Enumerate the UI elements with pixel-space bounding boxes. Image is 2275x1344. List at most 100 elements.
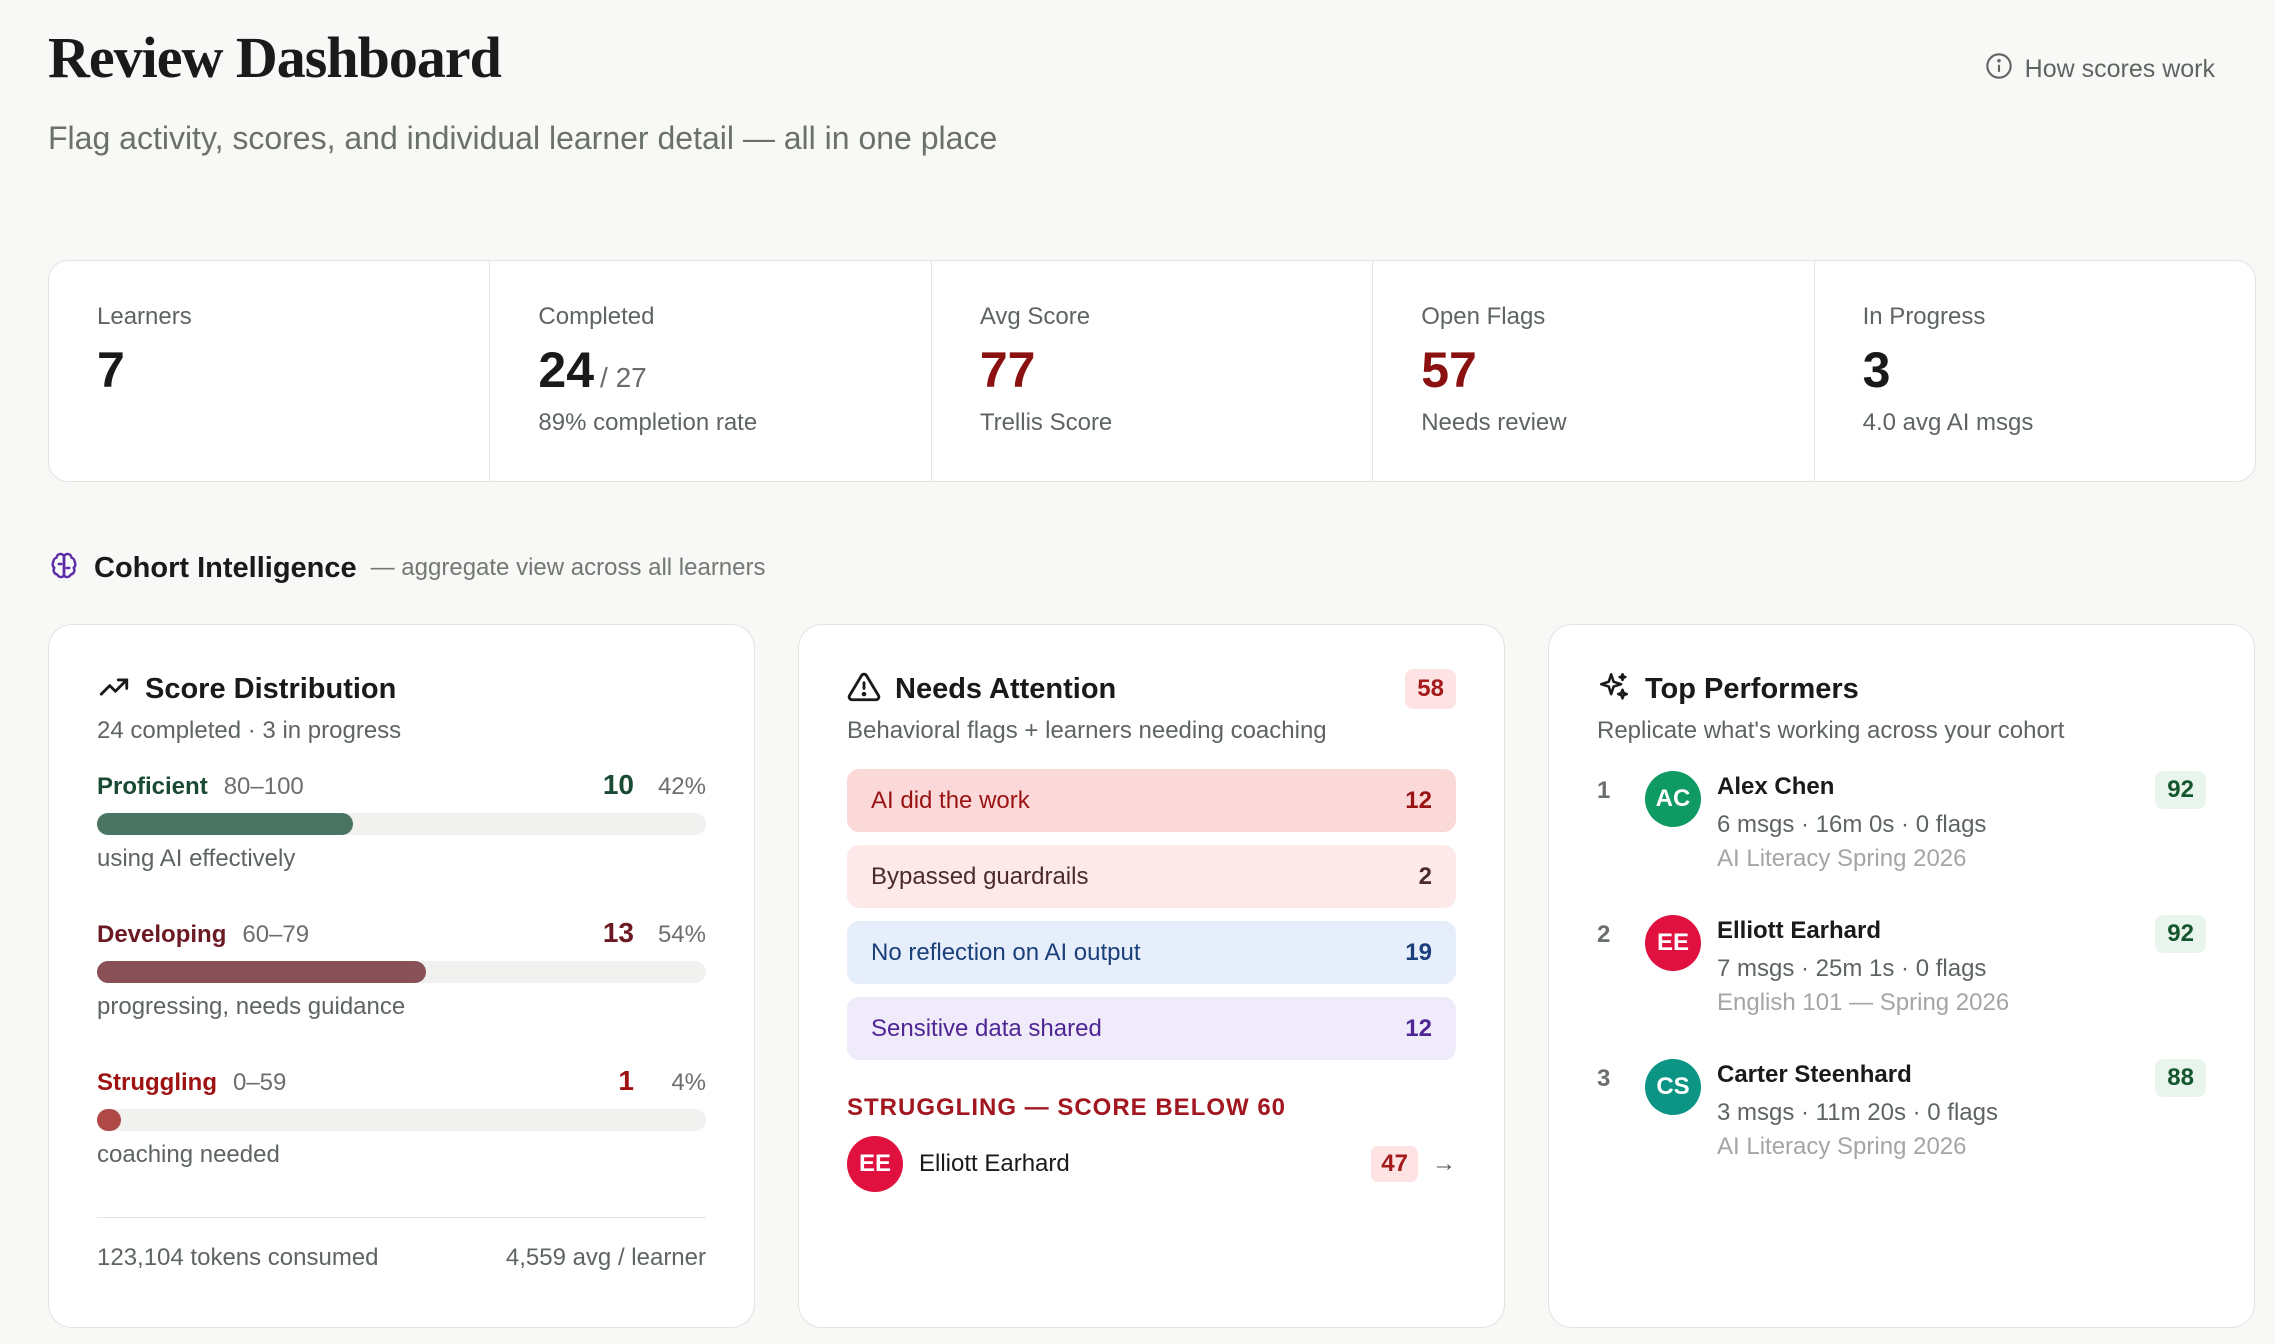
stat-avg-score: Avg Score 77 Trellis Score	[930, 261, 1372, 481]
info-circle-icon	[1985, 52, 2013, 87]
distribution-list: Proficient 80–100 10 42% using AI effect…	[97, 769, 706, 1213]
stat-sub: 4.0 avg AI msgs	[1862, 409, 2034, 436]
performer-rank: 3	[1597, 1065, 1611, 1092]
attention-count-badge: 58	[1405, 669, 1456, 709]
band-bar-fill	[97, 1109, 122, 1131]
band-name: Developing	[97, 921, 227, 948]
stat-value: 7	[97, 342, 125, 398]
stat-label: Avg Score	[979, 303, 1091, 330]
band-bar-track	[97, 813, 706, 835]
band-bar-fill	[97, 813, 353, 835]
flag-count: 12	[1405, 1014, 1432, 1042]
flag-label: AI did the work	[871, 786, 1030, 814]
how-scores-work-link[interactable]: How scores work	[1985, 52, 2215, 87]
avatar: AC	[1645, 771, 1701, 827]
band-bar-fill	[97, 961, 426, 983]
stat-value: 24	[538, 342, 595, 398]
top-performers-card: Top Performers Replicate what's working …	[1548, 624, 2255, 1328]
stat-value: 57	[1421, 342, 1477, 398]
arrow-right-icon[interactable]: →	[1432, 1150, 1456, 1177]
band-count: 13	[602, 917, 634, 948]
band-percent: 54%	[657, 921, 706, 948]
flag-label: Sensitive data shared	[871, 1014, 1102, 1042]
flag-sensitive-data[interactable]: Sensitive data shared 12	[847, 997, 1456, 1060]
performer-score: 88	[2155, 1059, 2206, 1097]
performer-score: 92	[2155, 771, 2206, 809]
stat-value: 3	[1862, 342, 1891, 398]
band-bar-track	[97, 1109, 706, 1131]
stat-total: / 27	[600, 362, 647, 393]
flag-label: No reflection on AI output	[871, 938, 1141, 966]
flag-count: 19	[1405, 938, 1432, 966]
card-subtitle: 24 completed · 3 in progress	[97, 717, 402, 744]
tokens-avg: 4,559 avg / learner	[505, 1244, 706, 1271]
band-percent: 42%	[657, 773, 706, 800]
performer-name: Alex Chen	[1717, 773, 1835, 800]
page-header: Review Dashboard Flag activity, scores, …	[48, 0, 2256, 260]
band-range: 60–79	[242, 921, 310, 948]
stats-bar: Learners 7 Completed 24/ 27 89% completi…	[48, 260, 2256, 482]
band-name: Struggling	[97, 1069, 217, 1096]
avatar: CS	[1645, 1059, 1701, 1115]
page-title: Review Dashboard	[48, 25, 502, 90]
performer-meta: 3 msgs · 11m 20s · 0 flags	[1717, 1099, 1998, 1126]
struggling-learner-row[interactable]: EE Elliott Earhard 47 →	[847, 1136, 1456, 1192]
flag-bypassed-guardrails[interactable]: Bypassed guardrails 2	[847, 845, 1456, 908]
band-description: using AI effectively	[97, 845, 296, 872]
warning-triangle-icon	[847, 670, 881, 709]
stat-open-flags: Open Flags 57 Needs review	[1372, 261, 1813, 481]
card-title: Top Performers	[1645, 672, 1859, 705]
card-title: Score Distribution	[145, 672, 397, 705]
avatar: EE	[1645, 915, 1701, 971]
distribution-row-developing: Developing 60–79 13 54% progressing, nee…	[97, 917, 706, 1065]
flag-ai-did-the-work[interactable]: AI did the work 12	[847, 769, 1456, 832]
stat-sub: Trellis Score	[979, 409, 1113, 436]
needs-attention-card: Needs Attention 58 Behavioral flags + le…	[798, 624, 1505, 1328]
stat-label: Learners	[97, 303, 192, 330]
struggling-heading: STRUGGLING — SCORE BELOW 60	[847, 1094, 1287, 1121]
performer-rank: 2	[1597, 921, 1611, 948]
brain-icon	[48, 550, 80, 587]
flag-no-reflection[interactable]: No reflection on AI output 19	[847, 921, 1456, 984]
section-note: — aggregate view across all learners	[370, 554, 766, 581]
card-subtitle: Behavioral flags + learners needing coac…	[847, 717, 1327, 744]
performer-name: Carter Steenhard	[1717, 1061, 1912, 1088]
page-subtitle: Flag activity, scores, and individual le…	[48, 120, 998, 156]
sparkles-icon	[1597, 670, 1631, 709]
score-chip: 47	[1371, 1146, 1418, 1182]
avatar: EE	[847, 1136, 903, 1192]
help-link-label: How scores work	[2024, 55, 2215, 83]
performer-row[interactable]: 3 CS Carter Steenhard 3 msgs · 11m 20s ·…	[1597, 1059, 2206, 1203]
stat-learners: Learners 7	[49, 261, 489, 481]
cohort-cards: Score Distribution 24 completed · 3 in p…	[48, 624, 2256, 1328]
performer-rank: 1	[1597, 777, 1611, 804]
band-range: 0–59	[232, 1069, 287, 1096]
distribution-row-proficient: Proficient 80–100 10 42% using AI effect…	[97, 769, 706, 917]
band-description: coaching needed	[97, 1141, 280, 1168]
stat-sub: 89% completion rate	[538, 409, 758, 436]
section-title: Cohort Intelligence	[94, 551, 357, 584]
stat-sub: Needs review	[1421, 409, 1567, 436]
tokens-consumed: 123,104 tokens consumed	[97, 1244, 379, 1271]
stat-label: Completed	[538, 303, 655, 330]
distribution-row-struggling: Struggling 0–59 1 4% coaching needed	[97, 1065, 706, 1213]
score-distribution-card: Score Distribution 24 completed · 3 in p…	[48, 624, 755, 1328]
stat-completed: Completed 24/ 27 89% completion rate	[489, 261, 930, 481]
performer-list: 1 AC Alex Chen 6 msgs · 16m 0s · 0 flags…	[1597, 771, 2206, 1203]
flag-count: 12	[1405, 786, 1432, 814]
performer-course: AI Literacy Spring 2026	[1717, 845, 1967, 872]
performer-row[interactable]: 1 AC Alex Chen 6 msgs · 16m 0s · 0 flags…	[1597, 771, 2206, 915]
flag-count: 2	[1418, 862, 1432, 890]
card-title: Needs Attention	[895, 672, 1117, 705]
card-subtitle: Replicate what's working across your coh…	[1597, 717, 2065, 744]
stat-label: Open Flags	[1421, 303, 1546, 330]
performer-course: English 101 — Spring 2026	[1717, 989, 2010, 1016]
learner-name: Elliott Earhard	[919, 1150, 1070, 1177]
performer-row[interactable]: 2 EE Elliott Earhard 7 msgs · 25m 1s · 0…	[1597, 915, 2206, 1059]
band-name: Proficient	[97, 773, 208, 800]
band-count: 1	[618, 1065, 634, 1096]
flag-list: AI did the work 12 Bypassed guardrails 2…	[847, 769, 1456, 1060]
flag-label: Bypassed guardrails	[871, 862, 1089, 890]
performer-name: Elliott Earhard	[1717, 917, 1882, 944]
stat-label: In Progress	[1862, 303, 1986, 330]
